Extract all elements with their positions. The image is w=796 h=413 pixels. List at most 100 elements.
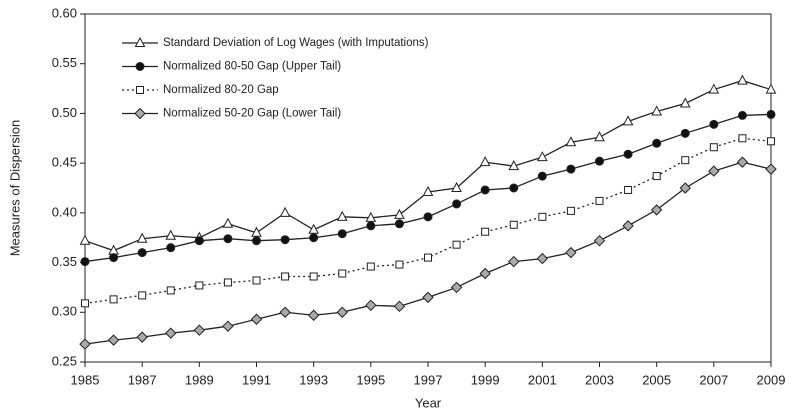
x-tick-label: 1995 xyxy=(356,372,385,387)
marker xyxy=(623,149,633,159)
y-axis-label: Measures of Dispersion xyxy=(7,120,22,257)
marker xyxy=(509,183,519,193)
marker xyxy=(394,208,405,219)
marker xyxy=(424,253,432,262)
marker xyxy=(393,300,406,313)
marker xyxy=(767,137,775,146)
marker xyxy=(279,306,291,318)
x-tick-label: 2001 xyxy=(528,372,557,387)
marker xyxy=(509,220,518,229)
marker xyxy=(109,253,119,263)
marker xyxy=(279,206,291,217)
x-tick-label: 1993 xyxy=(299,372,328,387)
marker xyxy=(79,234,91,245)
marker xyxy=(565,136,577,147)
legend-marker xyxy=(136,86,144,94)
y-tick-label: 0.40 xyxy=(52,204,77,219)
marker xyxy=(223,278,232,287)
marker xyxy=(765,163,777,175)
marker xyxy=(223,234,233,244)
marker xyxy=(423,212,433,222)
marker xyxy=(652,138,662,148)
marker xyxy=(508,255,520,268)
legend-label: Normalized 80-20 Gap xyxy=(163,84,279,96)
marker xyxy=(138,291,147,300)
marker xyxy=(107,334,120,346)
marker xyxy=(622,115,634,126)
y-tick-label: 0.25 xyxy=(52,353,77,368)
marker xyxy=(165,327,177,339)
marker xyxy=(624,185,633,194)
marker xyxy=(250,313,263,325)
marker xyxy=(165,229,177,240)
marker xyxy=(336,210,348,221)
marker xyxy=(166,243,176,253)
marker xyxy=(195,281,204,290)
y-tick-label: 0.45 xyxy=(52,155,77,170)
marker xyxy=(81,299,89,308)
y-tick-label: 0.55 xyxy=(52,55,77,70)
marker xyxy=(738,134,747,143)
y-tick-label: 0.30 xyxy=(52,304,77,319)
marker xyxy=(252,276,261,285)
marker xyxy=(337,229,347,239)
marker xyxy=(709,143,718,152)
x-tick-label: 1985 xyxy=(71,372,100,387)
marker xyxy=(737,74,748,85)
y-tick-label: 0.50 xyxy=(52,105,77,120)
marker xyxy=(593,234,606,247)
marker xyxy=(79,338,91,350)
legend-label: Normalized 80-50 Gap (Upper Tail) xyxy=(163,61,341,73)
series-line xyxy=(84,79,772,252)
y-tick-label: 0.35 xyxy=(52,254,77,269)
marker xyxy=(538,212,547,221)
marker xyxy=(566,206,575,215)
marker xyxy=(479,156,491,167)
legend-label: Standard Deviation of Log Wages (with Im… xyxy=(163,37,429,49)
marker xyxy=(280,235,290,245)
marker xyxy=(166,286,175,295)
marker xyxy=(307,309,320,321)
x-tick-label: 2003 xyxy=(585,372,614,387)
marker xyxy=(137,248,147,258)
marker xyxy=(681,156,690,165)
marker xyxy=(452,199,462,209)
x-tick-label: 2009 xyxy=(757,372,786,387)
marker xyxy=(109,295,118,304)
marker xyxy=(594,131,605,142)
legend-marker xyxy=(134,36,146,47)
x-tick-label: 2007 xyxy=(699,372,728,387)
marker xyxy=(708,83,720,94)
marker xyxy=(479,267,491,280)
marker xyxy=(537,171,547,181)
marker xyxy=(450,281,463,294)
marker xyxy=(252,236,261,246)
marker xyxy=(309,233,319,243)
legend-label: Normalized 50-20 Gap (Lower Tail) xyxy=(163,108,341,120)
marker xyxy=(508,160,520,171)
marker xyxy=(452,240,461,249)
x-tick-label: 2005 xyxy=(642,372,671,387)
marker xyxy=(222,320,234,332)
x-tick-label: 1999 xyxy=(471,372,500,387)
marker xyxy=(709,119,719,129)
marker xyxy=(451,181,462,192)
marker xyxy=(680,128,690,138)
marker xyxy=(422,291,434,304)
marker xyxy=(422,185,434,196)
marker xyxy=(309,272,318,281)
x-tick-label: 1991 xyxy=(242,372,271,387)
marker xyxy=(395,260,404,269)
marker xyxy=(366,262,375,271)
marker xyxy=(708,165,720,177)
marker xyxy=(338,269,347,278)
marker xyxy=(281,272,290,281)
marker xyxy=(193,324,206,336)
marker xyxy=(536,252,549,265)
marker xyxy=(650,204,663,216)
marker xyxy=(595,196,604,205)
marker xyxy=(365,299,377,312)
marker xyxy=(595,156,604,166)
marker xyxy=(336,306,348,318)
